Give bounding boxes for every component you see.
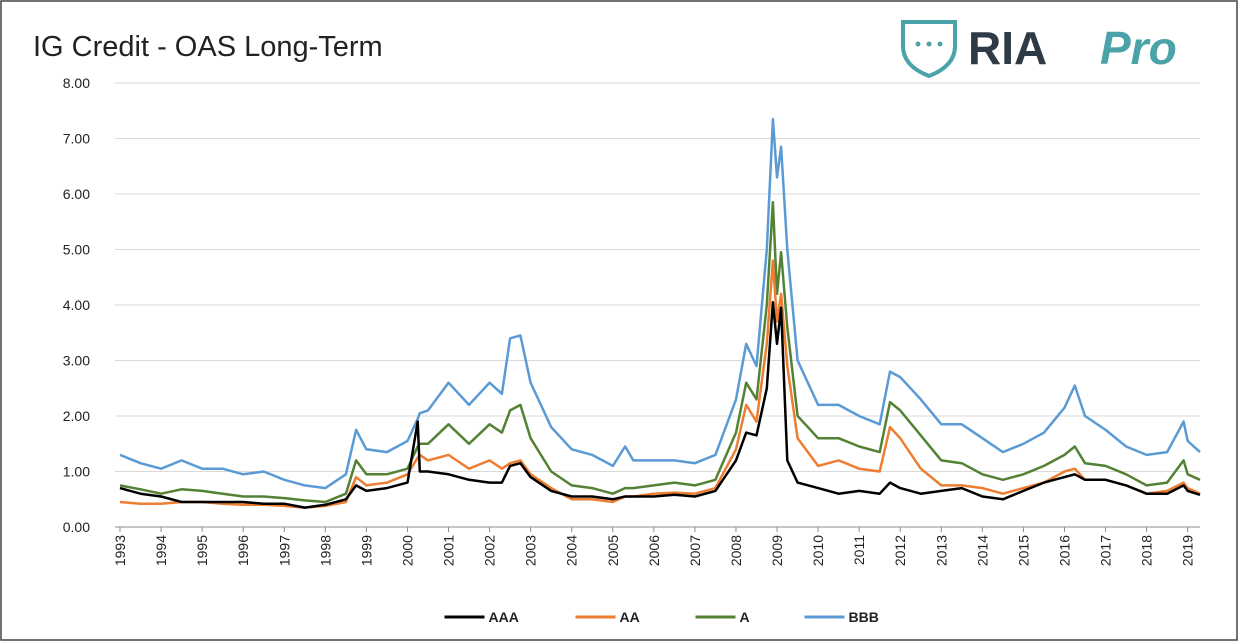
x-tick-label: 2019 [1180, 535, 1196, 566]
chart-title: IG Credit - OAS Long-Term [33, 31, 383, 63]
x-tick-label: 2012 [892, 535, 908, 566]
y-tick-label: 0.00 [63, 519, 90, 535]
logo-dot [926, 41, 932, 47]
x-tick-label: 2011 [851, 535, 867, 565]
legend-label: A [740, 609, 750, 625]
x-tick-label: 2017 [1098, 535, 1114, 566]
y-tick-label: 5.00 [63, 242, 90, 258]
logo-shield [901, 20, 957, 79]
x-tick-label: 1993 [112, 535, 128, 566]
x-tick-label: 2003 [523, 535, 539, 566]
x-tick-label: 2008 [728, 535, 744, 566]
x-tick-label: 2005 [605, 535, 621, 566]
series-line [119, 201, 1201, 504]
y-tick-label: 4.00 [63, 297, 90, 313]
y-tick-label: 2.00 [63, 408, 90, 424]
x-tick-label: 2016 [1056, 535, 1072, 566]
legend-label: BBB [849, 609, 879, 625]
x-tick-label: 2009 [769, 535, 785, 566]
x-tick-label: 1996 [235, 535, 251, 566]
x-tick-label: 1995 [194, 535, 210, 566]
x-tick-label: 2007 [687, 535, 703, 566]
x-tick-label: 1997 [276, 535, 292, 566]
x-tick-label: 2015 [1015, 535, 1031, 566]
series-line [119, 117, 1201, 490]
x-tick-label: 2002 [482, 535, 498, 566]
y-tick-label: 6.00 [63, 186, 90, 202]
series-line [119, 300, 1201, 509]
logo: RIA Pro [901, 20, 1177, 79]
x-tick-label: 2000 [399, 535, 415, 566]
logo-dot [915, 41, 921, 47]
x-tick-label: 2006 [646, 535, 662, 566]
x-tick-label: 2001 [441, 535, 457, 566]
x-tick-label: 2013 [933, 535, 949, 566]
x-tick-label: 2018 [1139, 535, 1155, 566]
y-tick-label: 8.00 [63, 75, 90, 91]
y-tick-label: 3.00 [63, 353, 90, 369]
logo-dot [937, 41, 943, 47]
logo-accent: Pro [1100, 22, 1177, 74]
legend-label: AAA [489, 609, 519, 625]
x-tick-label: 1999 [358, 535, 374, 566]
y-tick-label: 1.00 [63, 464, 90, 480]
x-tick-label: 2014 [974, 535, 990, 566]
logo-text: RIA [968, 22, 1047, 74]
x-tick-label: 1998 [317, 535, 333, 566]
x-tick-label: 2004 [564, 535, 580, 566]
y-tick-label: 7.00 [63, 131, 90, 147]
x-tick-label: 2010 [810, 535, 826, 566]
legend-label: AA [620, 609, 640, 625]
x-tick-label: 1994 [153, 535, 169, 566]
